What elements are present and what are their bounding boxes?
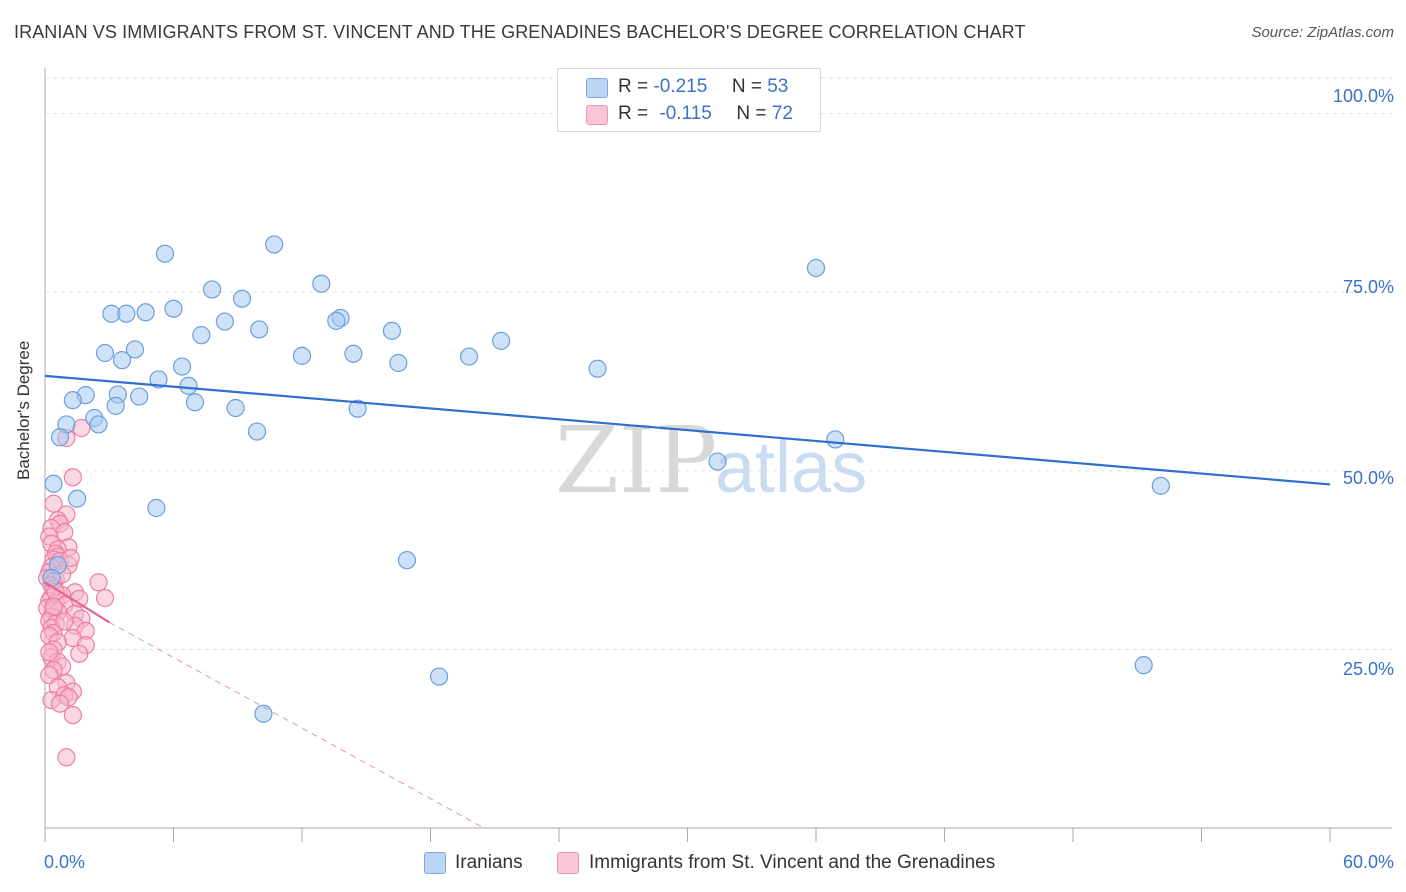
y-tick-75: 75.0% — [1342, 277, 1394, 297]
iranians-point — [89, 415, 108, 434]
iranians-point — [250, 320, 269, 339]
legend-swatch-stvincent — [586, 105, 608, 125]
iranians-point — [254, 704, 273, 723]
legend-n-label: N = — [731, 76, 762, 97]
iranians-point — [63, 391, 82, 410]
stvincent-point — [70, 644, 89, 663]
legend-n-label: N = — [736, 103, 767, 124]
stvincent-point — [50, 694, 70, 713]
iranians-point — [130, 387, 149, 406]
legend-r-value: -0.215 — [653, 76, 708, 97]
iranians-point — [397, 551, 417, 570]
iranians-point — [232, 289, 252, 308]
iranians-point — [68, 489, 87, 508]
iranians-point — [492, 331, 511, 350]
iranians-point — [215, 312, 234, 331]
stvincent-trendline — [44, 581, 110, 624]
correlation-legend: R = -0.215 N = 53 R = -0.115 N = 72 — [557, 68, 821, 132]
iranians-point — [588, 359, 607, 378]
watermark-zip: ZIP — [555, 407, 717, 514]
iranians-point — [247, 422, 267, 441]
y-tick-25: 25.0% — [1342, 659, 1394, 679]
legend-swatch-iranians — [586, 78, 608, 98]
iranians-point — [155, 244, 175, 263]
iranians-point — [44, 474, 63, 493]
stvincent-point — [89, 573, 108, 592]
iranians-point — [826, 430, 845, 449]
iranians-point — [172, 357, 192, 376]
iranians-point — [117, 304, 136, 323]
iranians-trendline — [44, 374, 1331, 486]
iranians-point — [42, 568, 61, 588]
iranians-point — [95, 343, 115, 363]
stvincent-trendline-extension — [109, 621, 485, 829]
legend-n-value: 72 — [771, 103, 793, 124]
iranians-point — [106, 396, 125, 415]
x-tick-max: 60.0% — [1342, 852, 1394, 872]
iranians-point — [292, 346, 312, 365]
y-tick-50: 50.0% — [1342, 468, 1394, 488]
iranians-point — [136, 303, 155, 322]
bottom-legend-iranians: Iranians — [455, 852, 523, 873]
bottom-legend-swatch-stvincent — [557, 852, 579, 874]
iranians-point — [806, 258, 826, 278]
chart-title: IRANIAN VS IMMIGRANTS FROM ST. VINCENT A… — [14, 22, 1026, 42]
y-tick-100: 100.0% — [1332, 86, 1394, 106]
iranians-point — [429, 667, 449, 686]
legend-n-value: 53 — [767, 76, 789, 97]
iranians-point — [389, 353, 408, 373]
iranians-point — [459, 347, 479, 366]
iranians-point — [112, 351, 132, 370]
iranians-point — [327, 311, 346, 330]
iranians-point — [179, 376, 198, 395]
bottom-legend-stvincent: Immigrants from St. Vincent and the Gren… — [589, 852, 996, 873]
legend-r-label: R = — [618, 76, 649, 97]
legend-row-stvincent: R = -0.115 N = 72 — [618, 103, 793, 125]
stvincent-point — [44, 597, 63, 616]
iranians-point — [265, 235, 284, 254]
stvincent-point — [55, 612, 74, 631]
iranians-point — [226, 398, 245, 418]
stvincent-point — [63, 706, 82, 725]
iranians-point — [312, 274, 331, 293]
stvincent-point — [57, 748, 76, 767]
stvincent-point — [95, 588, 115, 608]
iranians-point — [147, 498, 166, 518]
iranians-point — [192, 326, 211, 345]
iranians-point — [1134, 656, 1153, 675]
stvincent-point — [40, 643, 59, 662]
iranians-point — [708, 452, 727, 471]
chart-source: Source: ZipAtlas.com — [1251, 24, 1394, 41]
iranians-point — [348, 399, 367, 418]
iranians-point — [125, 340, 145, 359]
iranians-point — [382, 321, 402, 340]
iranians-point — [185, 393, 205, 412]
legend-r-value: -0.115 — [659, 103, 712, 124]
bottom-legend-swatch-iranians — [424, 852, 446, 874]
x-tick-min: 0.0% — [44, 852, 86, 872]
iranians-point — [1151, 476, 1170, 495]
iranians-point — [344, 344, 363, 363]
legend-r-label: R = — [618, 103, 649, 124]
iranians-point — [202, 280, 222, 299]
iranians-point — [164, 299, 183, 318]
stvincent-point — [63, 468, 82, 487]
iranians-point — [149, 370, 168, 389]
legend-row-iranians: R = -0.215 N = 53 — [618, 76, 788, 98]
iranians-point — [50, 428, 70, 447]
